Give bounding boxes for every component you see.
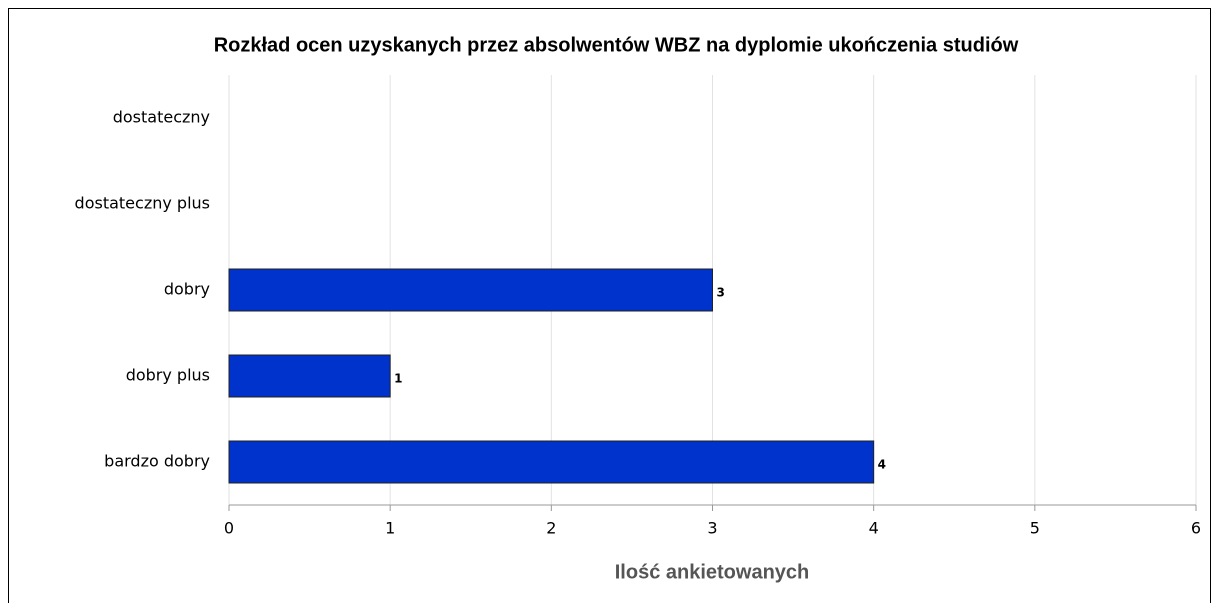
x-tick-label: 4 bbox=[869, 519, 879, 538]
x-tick-label: 3 bbox=[707, 519, 717, 538]
y-tick-label: bardzo dobry bbox=[104, 452, 210, 471]
y-tick-label: dostateczny bbox=[113, 108, 210, 127]
x-tick-label: 5 bbox=[1030, 519, 1040, 538]
y-tick-label: dobry bbox=[164, 280, 210, 299]
data-label: 1 bbox=[394, 372, 402, 386]
x-tick-label: 6 bbox=[1191, 519, 1201, 538]
y-tick-label: dostateczny plus bbox=[75, 194, 210, 213]
data-label: 4 bbox=[878, 458, 886, 472]
bar bbox=[228, 268, 713, 312]
x-axis-label: Ilość ankietowanych bbox=[615, 561, 810, 583]
y-tick-label: dobry plus bbox=[126, 366, 210, 385]
data-label: 3 bbox=[717, 286, 725, 300]
chart-title: Rozkład ocen uzyskanych przez absolwentó… bbox=[214, 34, 1019, 56]
x-tick-label: 1 bbox=[385, 519, 395, 538]
frame bbox=[8, 8, 1211, 603]
bar bbox=[228, 354, 391, 398]
bar bbox=[228, 440, 875, 484]
x-tick-label: 2 bbox=[546, 519, 556, 538]
x-tick-label: 0 bbox=[224, 519, 234, 538]
